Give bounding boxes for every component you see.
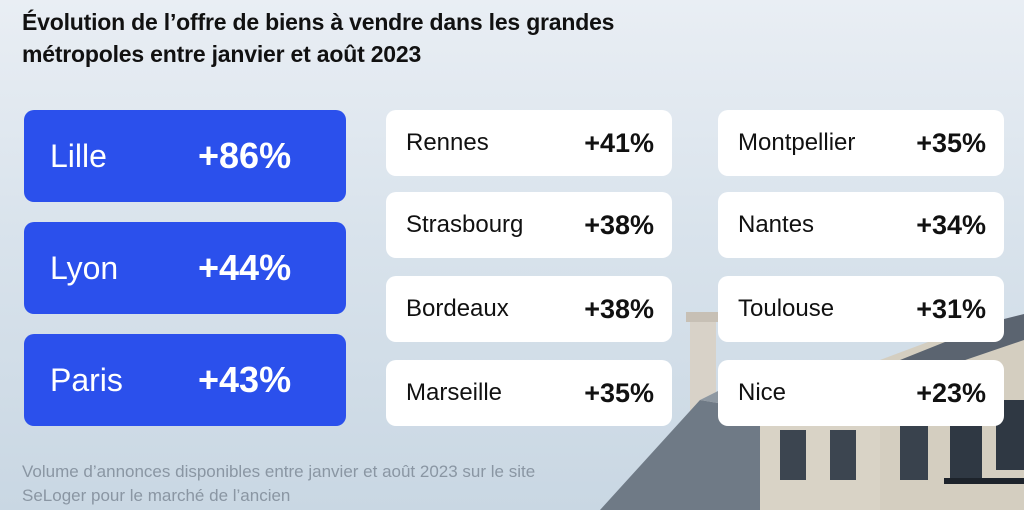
city-card-rennes: Rennes +41% <box>386 110 672 176</box>
city-value: +35% <box>916 127 986 158</box>
city-value: +86% <box>198 135 292 176</box>
city-value: +31% <box>916 293 986 324</box>
city-value: +35% <box>584 377 654 408</box>
city-name: Bordeaux <box>406 295 509 322</box>
city-card-strasbourg: Strasbourg +38% <box>386 192 672 258</box>
city-name: Lille <box>50 137 107 174</box>
city-name: Nice <box>738 379 787 406</box>
city-card-marseille: Marseille +35% <box>386 360 672 426</box>
city-name: Marseille <box>406 379 503 406</box>
city-name: Rennes <box>406 129 489 156</box>
city-value: +23% <box>916 377 986 408</box>
city-name: Paris <box>50 361 123 398</box>
city-card-paris: Paris +43% <box>24 334 346 426</box>
city-value: +38% <box>584 209 654 240</box>
city-card-bordeaux: Bordeaux +38% <box>386 276 672 342</box>
footnote: Volume d’annonces disponibles entre janv… <box>22 462 536 505</box>
chart-title: Évolution de l’offre de biens à vendre d… <box>22 9 615 67</box>
city-card-nice: Nice +23% <box>718 360 1004 426</box>
city-card-lyon: Lyon +44% <box>24 222 346 314</box>
city-value: +41% <box>584 127 654 158</box>
city-value: +38% <box>584 293 654 324</box>
city-card-toulouse: Toulouse +31% <box>718 276 1004 342</box>
city-value: +43% <box>198 359 292 400</box>
city-card-montpellier: Montpellier +35% <box>718 110 1004 176</box>
city-name: Nantes <box>738 211 815 238</box>
city-value: +34% <box>916 209 986 240</box>
city-card-nantes: Nantes +34% <box>718 192 1004 258</box>
city-name: Montpellier <box>738 129 856 156</box>
city-card-lille: Lille +86% <box>24 110 346 202</box>
city-name: Strasbourg <box>406 211 524 238</box>
city-value: +44% <box>198 247 292 288</box>
city-name: Lyon <box>50 249 119 286</box>
city-name: Toulouse <box>738 295 835 322</box>
